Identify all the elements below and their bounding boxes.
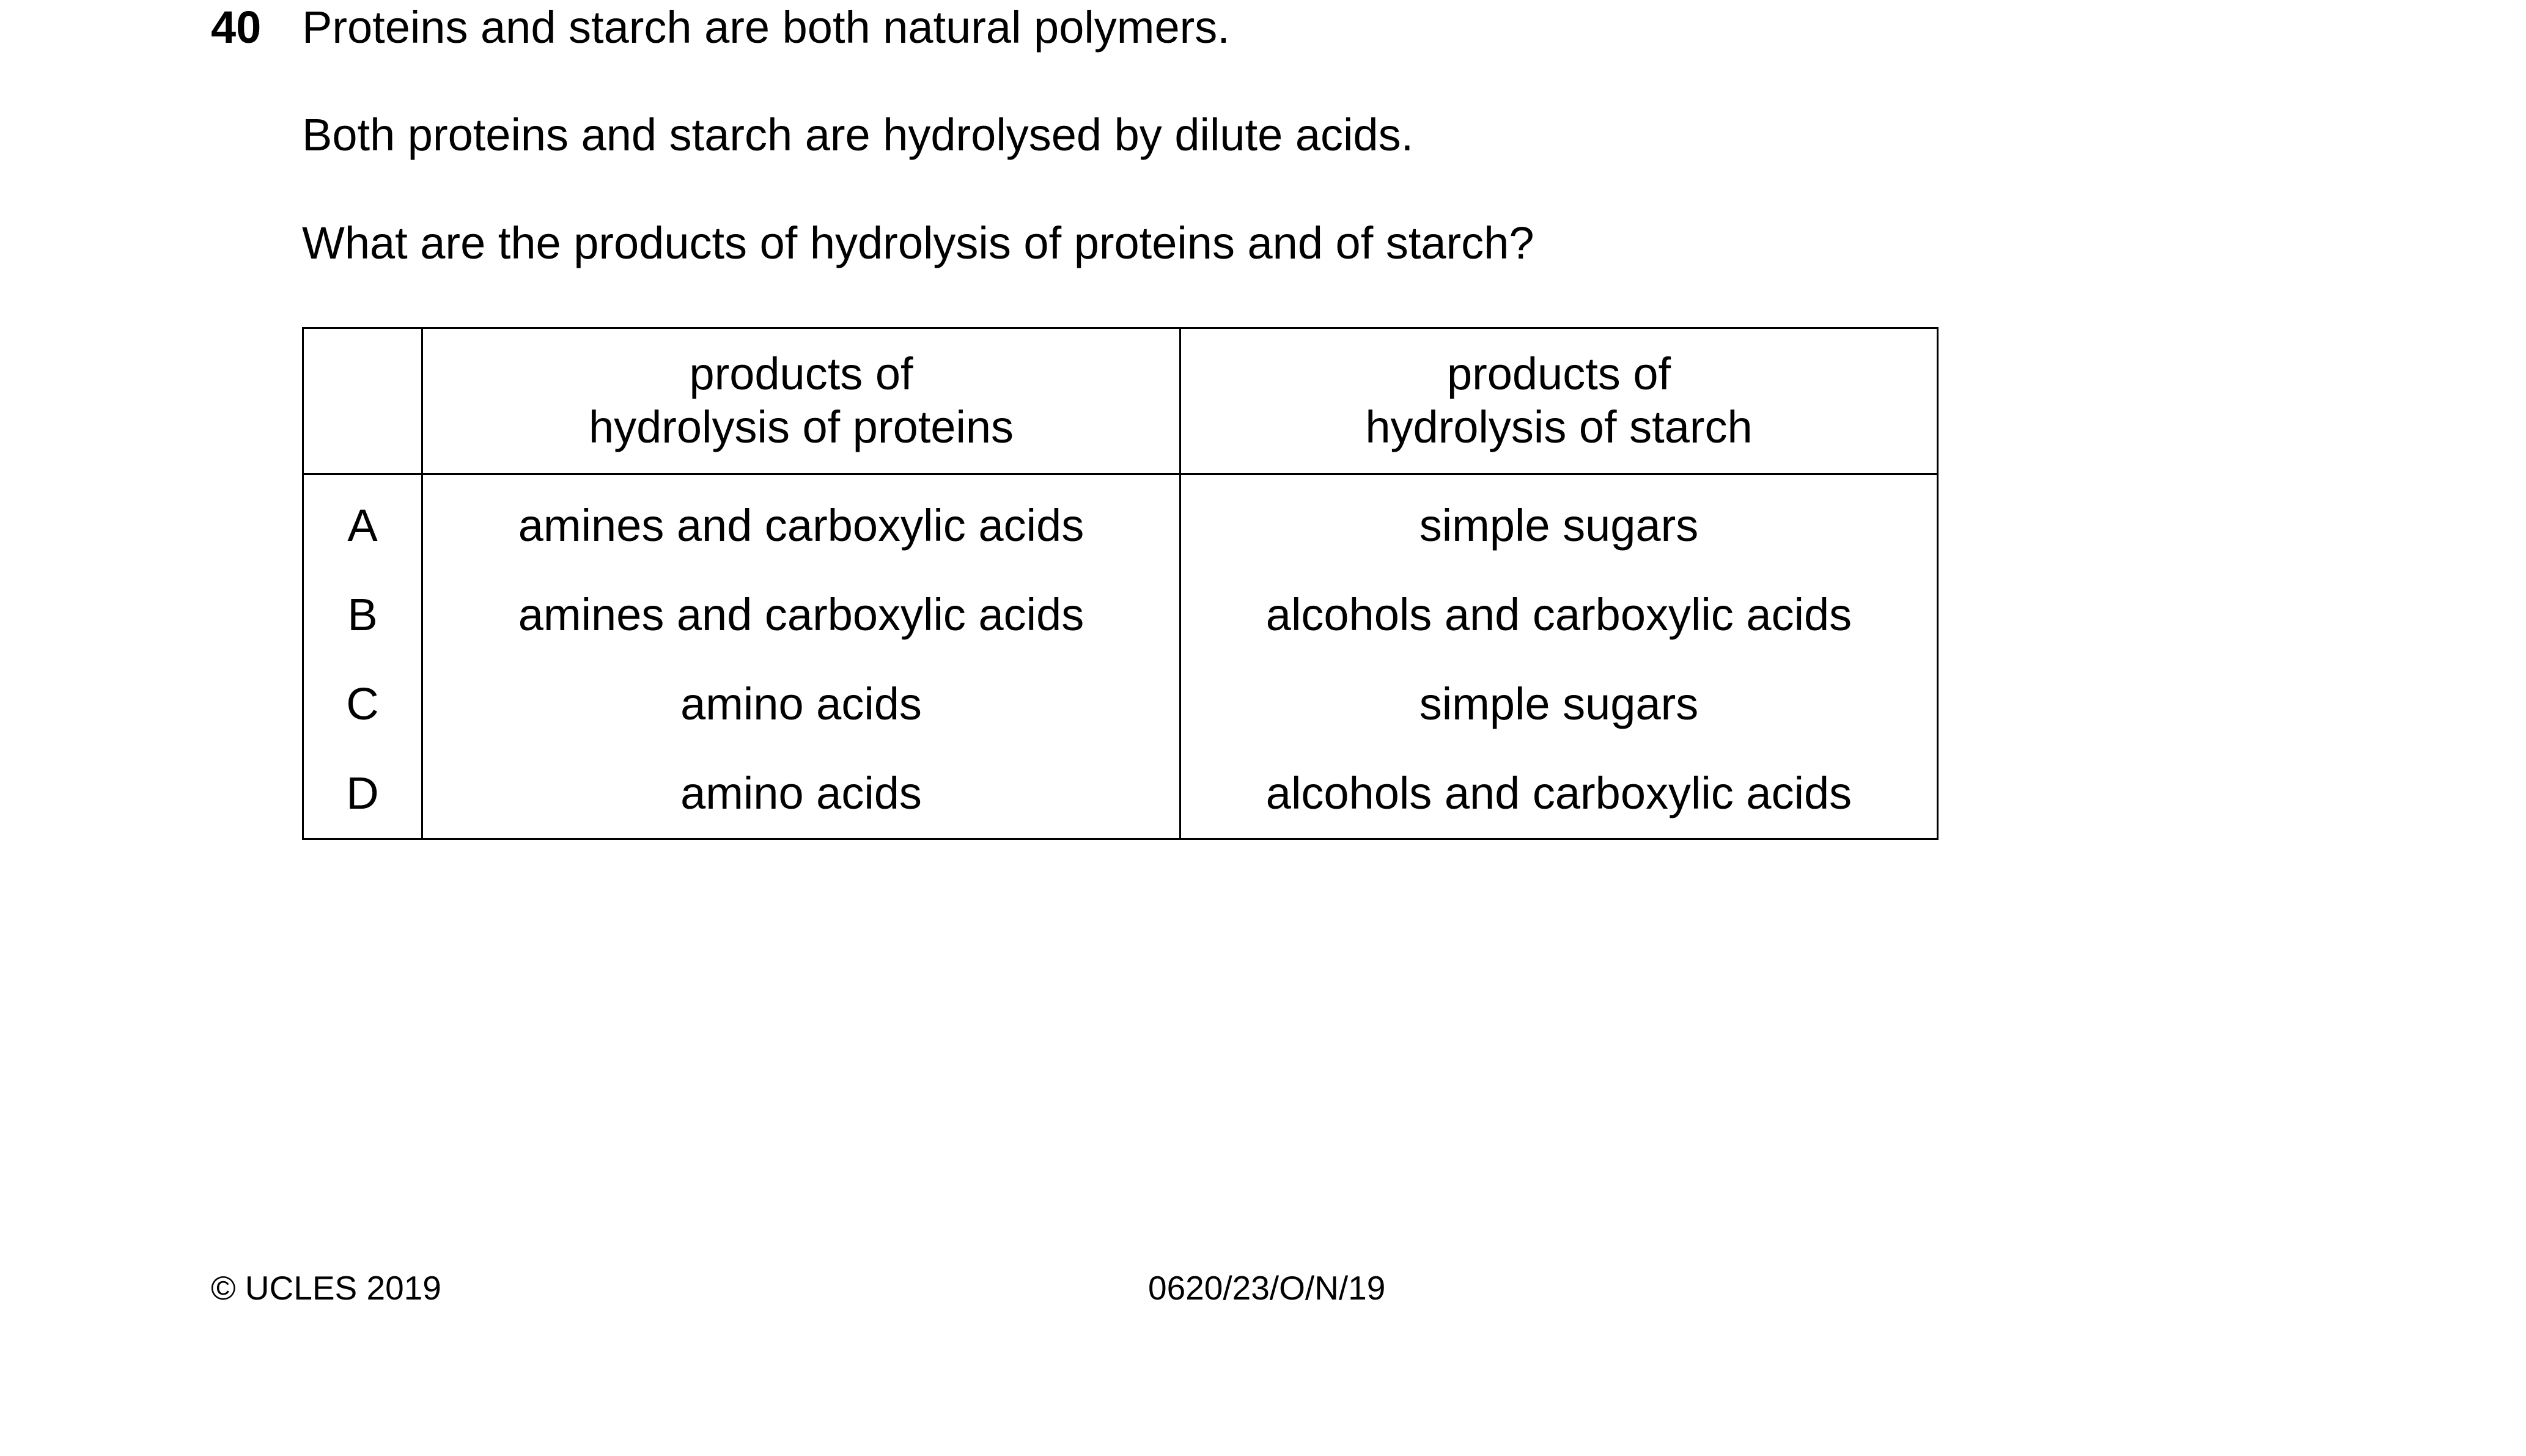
header-proteins-line-1: products of [689, 348, 913, 400]
header-proteins: products of hydrolysis of proteins [421, 327, 1181, 475]
option-letter: B [302, 570, 423, 660]
table-row: C amino acids simple sugars [302, 660, 1939, 749]
question-number: 40 [211, 2, 262, 53]
starch-product: simple sugars [1179, 474, 1939, 570]
starch-product: alcohols and carboxylic acids [1179, 570, 1939, 660]
proteins-product: amino acids [421, 749, 1181, 840]
header-starch-line-1: products of [1446, 348, 1671, 400]
header-letter-cell [302, 327, 423, 475]
proteins-product: amino acids [421, 660, 1181, 749]
copyright-notice: © UCLES 2019 [211, 1269, 441, 1307]
table-row: D amino acids alcohols and carboxylic ac… [302, 749, 1939, 840]
header-starch-line-2: hydrolysis of starch [1365, 402, 1753, 452]
answer-options-table: products of hydrolysis of proteins produ… [302, 327, 1939, 840]
proteins-product: amines and carboxylic acids [421, 474, 1181, 570]
question-context: Both proteins and starch are hydrolysed … [302, 109, 1414, 160]
question-intro: Proteins and starch are both natural pol… [302, 2, 1230, 53]
header-starch: products of hydrolysis of starch [1179, 327, 1939, 475]
option-letter: C [302, 660, 423, 749]
table-row: A amines and carboxylic acids simple sug… [302, 474, 1939, 570]
option-letter: A [302, 474, 423, 570]
question-prompt: What are the products of hydrolysis of p… [302, 218, 1534, 268]
option-letter: D [302, 749, 423, 840]
header-proteins-line-2: hydrolysis of proteins [588, 402, 1014, 452]
paper-code: 0620/23/O/N/19 [1148, 1269, 1386, 1307]
table-header-row: products of hydrolysis of proteins produ… [302, 327, 1939, 475]
proteins-product: amines and carboxylic acids [421, 570, 1181, 660]
starch-product: simple sugars [1179, 660, 1939, 749]
starch-product: alcohols and carboxylic acids [1179, 749, 1939, 840]
table-row: B amines and carboxylic acids alcohols a… [302, 570, 1939, 660]
